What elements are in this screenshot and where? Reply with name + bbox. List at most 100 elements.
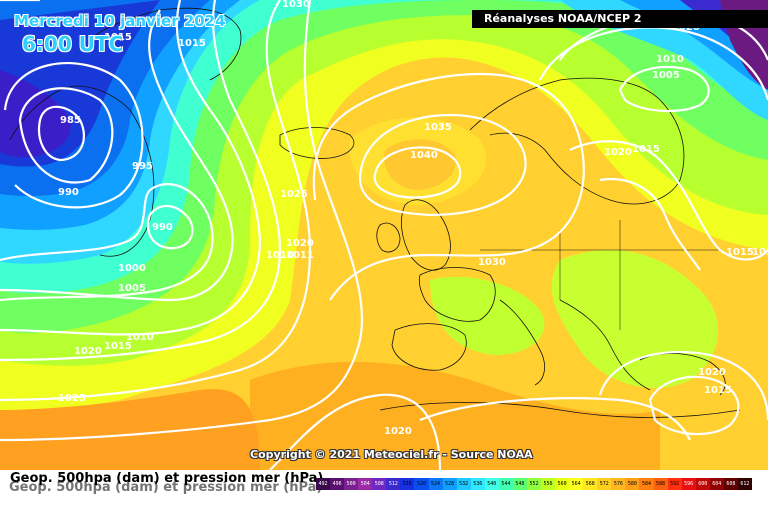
color-scale-swatch bbox=[737, 478, 752, 490]
color-scale-swatch bbox=[625, 478, 640, 490]
france-coast bbox=[418, 267, 496, 322]
color-scale-swatch bbox=[470, 478, 485, 490]
isobar-1015-se bbox=[648, 375, 740, 436]
isobar-label: 1010 bbox=[126, 332, 154, 343]
color-scale-swatch bbox=[639, 478, 654, 490]
color-scale-tick: 520 bbox=[416, 481, 426, 487]
greenland-north-coast bbox=[89, 7, 242, 81]
color-scale-tick: 524 bbox=[431, 481, 441, 487]
isobar-label: 1015 bbox=[704, 385, 732, 396]
color-scale-swatch bbox=[526, 478, 541, 490]
source-banner: Réanalyses NOAA/NCEP 2 bbox=[472, 10, 768, 28]
color-scale-tick: 500 bbox=[346, 481, 356, 487]
isobar-label: 1020 bbox=[384, 426, 412, 437]
color-scale-swatch bbox=[414, 478, 429, 490]
isobar-label: 1025 bbox=[58, 393, 86, 404]
isobar-label: 1015 bbox=[726, 247, 754, 258]
color-scale-tick: 532 bbox=[459, 481, 469, 487]
color-scale-swatch bbox=[723, 478, 738, 490]
isobar-label: 1015 bbox=[104, 32, 132, 43]
isobar-label: 1011 bbox=[286, 250, 314, 261]
isobar-label: 1020 bbox=[604, 147, 632, 158]
color-scale-swatch bbox=[569, 478, 584, 490]
isobar-1015 bbox=[0, 0, 282, 362]
isobar-1020 bbox=[0, 0, 312, 402]
isobar-1020-e bbox=[599, 177, 701, 271]
isobar-label: 1015 bbox=[632, 144, 660, 155]
isobar-label: 1005 bbox=[118, 283, 146, 294]
color-scale-tick: 604 bbox=[712, 481, 722, 487]
isobar-label: 1020 bbox=[698, 367, 726, 378]
color-scale-swatch bbox=[484, 478, 499, 490]
color-scale-tick: 540 bbox=[487, 481, 497, 487]
isobar-995 bbox=[3, 62, 144, 209]
color-scale-swatch bbox=[583, 478, 598, 490]
isobar-1010 bbox=[0, 0, 262, 336]
color-scale-swatch bbox=[667, 478, 682, 490]
isobar-1020-sw bbox=[269, 393, 442, 470]
isobar-label: 1015 bbox=[752, 247, 768, 258]
color-scale-tick: 596 bbox=[684, 481, 694, 487]
map-canvas: 985 990 995 990 1000 1005 1010 1015 1020… bbox=[0, 0, 768, 470]
color-scale-tick: 584 bbox=[641, 481, 651, 487]
map-time: 6:00 UTC bbox=[22, 32, 124, 56]
isobar-1020-se bbox=[598, 350, 768, 421]
color-scale-tick: 564 bbox=[571, 481, 581, 487]
ireland-coast bbox=[376, 222, 401, 253]
color-scale-tick: 576 bbox=[613, 481, 623, 487]
color-scale-swatch bbox=[541, 478, 556, 490]
color-scale-tick: 592 bbox=[670, 481, 680, 487]
color-scale-swatch bbox=[597, 478, 612, 490]
isobar-label: 1020 bbox=[74, 346, 102, 357]
color-scale-tick: 556 bbox=[543, 481, 553, 487]
scandinavia-coast bbox=[469, 77, 685, 205]
isobar-985 bbox=[37, 105, 85, 162]
isobar-label: 1020 bbox=[286, 238, 314, 249]
color-scale-swatch bbox=[400, 478, 415, 490]
color-scale-swatch bbox=[456, 478, 471, 490]
copyright-text: Copyright © 2021 Meteociel.fr - Source N… bbox=[250, 448, 533, 461]
color-scale-tick: 512 bbox=[388, 481, 398, 487]
color-scale-swatch bbox=[316, 478, 331, 490]
color-scale-tick: 580 bbox=[627, 481, 637, 487]
color-scale-tick: 516 bbox=[402, 481, 412, 487]
color-scale-swatch bbox=[442, 478, 457, 490]
isobar-1005 bbox=[0, 9, 234, 302]
color-scale bbox=[316, 478, 752, 490]
legend-title-line: Geop. 500hpa (dam) et pression mer (hPa) bbox=[10, 471, 324, 486]
isobar-label: 1015 bbox=[104, 341, 132, 352]
color-scale-swatch bbox=[555, 478, 570, 490]
isobar-1025 bbox=[0, 0, 364, 442]
color-scale-ticks: 492 496 500 504 508 512 516 520 524 528 532 536 540 5… bbox=[316, 478, 752, 490]
color-scale-swatch bbox=[653, 478, 668, 490]
isobar-1035 bbox=[358, 113, 527, 217]
map-date: Mercredi 10 janvier 2024 bbox=[14, 12, 226, 30]
isobar-label: 1005 bbox=[652, 70, 680, 81]
color-scale-swatch bbox=[386, 478, 401, 490]
color-scale-swatch bbox=[709, 478, 724, 490]
color-scale-swatch bbox=[512, 478, 527, 490]
isobar-label: 1010 bbox=[656, 54, 684, 65]
north-africa-coast bbox=[379, 402, 741, 418]
balkans-coast bbox=[559, 299, 651, 391]
greenland-coast bbox=[9, 85, 155, 257]
color-scale-tick: 608 bbox=[726, 481, 736, 487]
color-scale-swatch bbox=[611, 478, 626, 490]
isobar-label: 1040 bbox=[410, 150, 438, 161]
color-scale-tick: 544 bbox=[501, 481, 511, 487]
isobar-label: 1015 bbox=[178, 38, 206, 49]
italy-coast bbox=[499, 299, 545, 386]
legend-title-shadow: Geop. 500hpa (dam) et pression mer (hPa) bbox=[9, 480, 323, 495]
isobar-label: 1000 bbox=[118, 263, 146, 274]
iberia-coast bbox=[391, 323, 467, 371]
isobar-1000 bbox=[0, 183, 214, 302]
color-scale-swatch bbox=[358, 478, 373, 490]
color-scale-swatch bbox=[428, 478, 443, 490]
isobars bbox=[0, 0, 768, 470]
color-scale-tick: 560 bbox=[557, 481, 567, 487]
color-scale-tick: 572 bbox=[599, 481, 609, 487]
borders bbox=[480, 220, 720, 330]
isobar-label: 995 bbox=[132, 161, 153, 172]
isobar-label: 985 bbox=[60, 115, 81, 126]
